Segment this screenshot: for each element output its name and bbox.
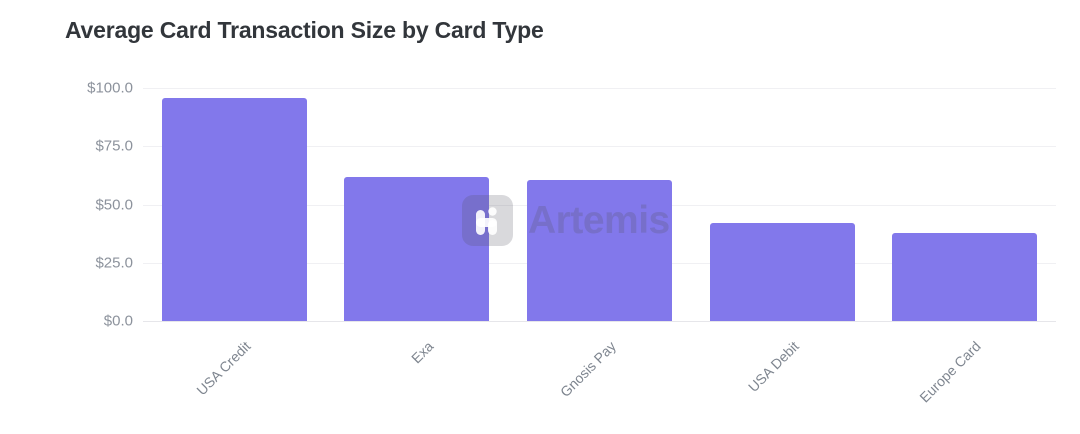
x-tick-label-gnosis-pay: Gnosis Pay xyxy=(556,338,619,400)
gridline-100 xyxy=(143,88,1056,89)
bar-usa-debit[interactable] xyxy=(709,222,855,321)
y-tick-label-50: $50.0 xyxy=(95,196,133,213)
bar-europe-card[interactable] xyxy=(892,232,1038,321)
y-tick-label-0: $0.0 xyxy=(103,312,133,330)
bar-exa[interactable] xyxy=(344,176,490,321)
x-tick-label-europe-card: Europe Card xyxy=(916,338,985,406)
y-tick-label-100: $100.0 xyxy=(87,79,133,97)
x-axis: USA Credit Exa Gnosis Pay USA Debit Europe C… xyxy=(143,321,1056,434)
y-tick-label-25: $25.0 xyxy=(95,254,133,272)
x-tick-label-usa-debit: USA Debit xyxy=(744,338,802,395)
bar-gnosis-pay[interactable] xyxy=(527,179,672,321)
chart-title: Average Card Transaction Size by Card Ty… xyxy=(65,17,544,43)
bar-usa-credit[interactable] xyxy=(161,97,307,321)
x-tick-label-usa-credit: USA Credit xyxy=(193,338,254,399)
gridline-0 xyxy=(143,321,1056,322)
plot-area: $0.0 $25.0 $50.0 $75.0 $100.0 xyxy=(87,80,1056,330)
y-tick-label-75: $75.0 xyxy=(95,137,133,155)
gridline-75 xyxy=(143,146,1056,148)
x-tick-label-exa: Exa xyxy=(407,338,437,367)
